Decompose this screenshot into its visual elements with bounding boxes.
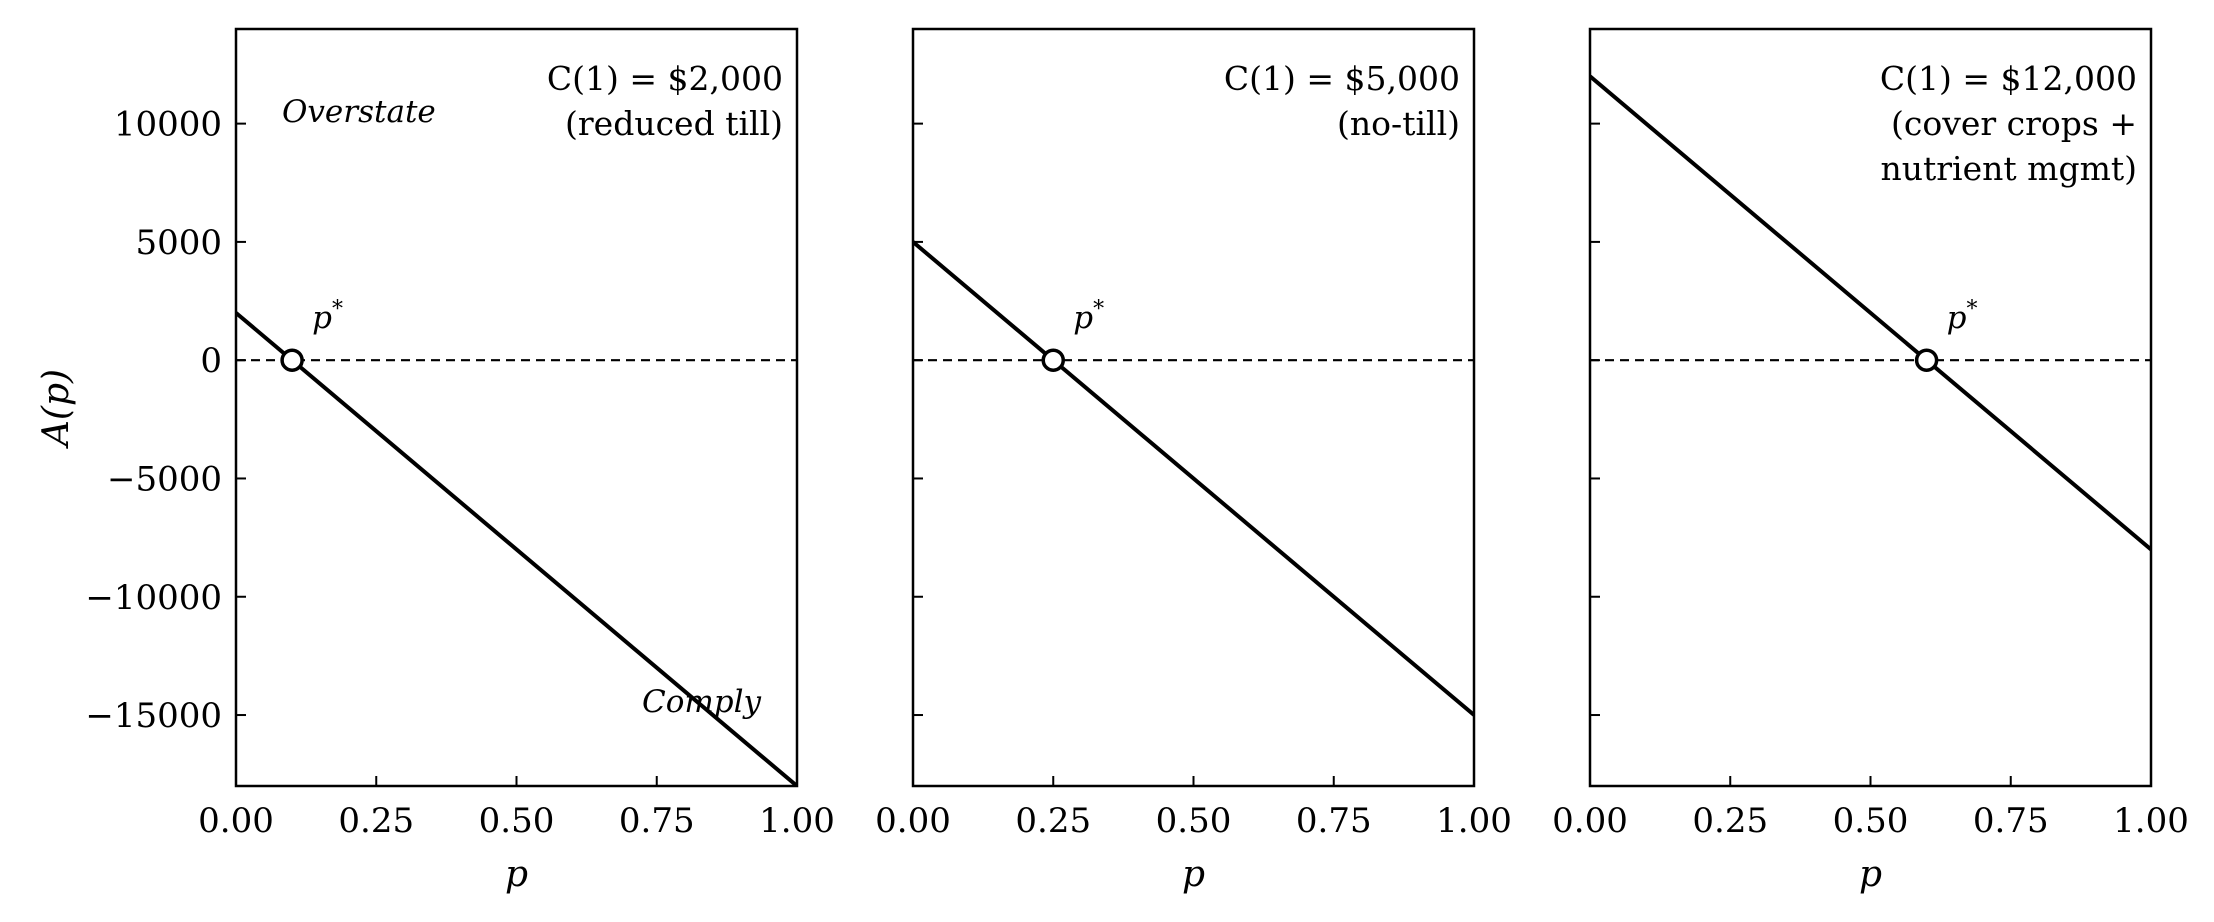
x-tick-label: 0.25 bbox=[1692, 801, 1768, 841]
y-tick-label: 10000 bbox=[114, 105, 222, 145]
series-line bbox=[913, 240, 1474, 717]
series-line bbox=[1590, 74, 2151, 551]
x-tick-label: 0.25 bbox=[338, 801, 414, 841]
threshold-point-label: p* bbox=[1947, 297, 1978, 336]
x-tick-label: 0.50 bbox=[1156, 801, 1232, 841]
x-tick-label: 0.00 bbox=[875, 801, 951, 841]
x-tick-label: 0.00 bbox=[1552, 801, 1628, 841]
cost-annotation-line: (no-till) bbox=[1337, 104, 1460, 143]
x-axis-title: p bbox=[1859, 854, 1882, 895]
threshold-point-marker bbox=[1041, 348, 1065, 372]
cost-annotation-line: C(1) = $12,000 bbox=[1880, 59, 2137, 98]
panel-2: p* 0.00 0.25 0.50 0.75 1.00 p C(1) = $5,000 (no-… bbox=[875, 27, 1512, 895]
x-tick-label: 0.75 bbox=[1973, 801, 2049, 841]
x-tick-label: 0.25 bbox=[1015, 801, 1091, 841]
panel-3: p* 0.00 0.25 0.50 0.75 1.00 p C(1) = $12,000 (co… bbox=[1552, 27, 2189, 895]
x-axis-title: p bbox=[505, 854, 528, 895]
x-tick-label: 0.50 bbox=[479, 801, 555, 841]
region-label-overstate: Overstate bbox=[282, 94, 436, 130]
region-label-comply: Comply bbox=[642, 684, 762, 720]
x-tick-label: 0.50 bbox=[1833, 801, 1909, 841]
y-tick-label: 5000 bbox=[135, 223, 222, 263]
threshold-point-label: p* bbox=[312, 297, 343, 336]
cost-annotation-line: (cover crops + bbox=[1891, 104, 2137, 143]
y-tick-label: −15000 bbox=[85, 696, 222, 736]
cost-annotation-line: C(1) = $5,000 bbox=[1224, 59, 1460, 98]
y-tick-label: 0 bbox=[200, 341, 222, 381]
cost-annotation-line: C(1) = $2,000 bbox=[547, 59, 783, 98]
x-tick-label: 1.00 bbox=[2113, 801, 2189, 841]
y-tick-label: −10000 bbox=[85, 578, 222, 618]
threshold-point-marker bbox=[280, 348, 304, 372]
x-axis-title: p bbox=[1182, 854, 1205, 895]
x-tick-label: 1.00 bbox=[1436, 801, 1512, 841]
y-tick-label: −5000 bbox=[107, 459, 222, 499]
panel-1: p* 0.00 0.25 0.50 0.75 1.00 10000 5000 0 −5000 −10… bbox=[36, 27, 835, 895]
cost-annotation-line: nutrient mgmt) bbox=[1881, 149, 2137, 188]
x-tick-label: 0.00 bbox=[198, 801, 274, 841]
cost-annotation-line: (reduced till) bbox=[565, 104, 783, 143]
threshold-point-label: p* bbox=[1073, 297, 1104, 336]
x-tick-label: 0.75 bbox=[1296, 801, 1372, 841]
x-tick-label: 0.75 bbox=[619, 801, 695, 841]
y-axis-title: A(p) bbox=[36, 369, 77, 449]
threshold-point-marker bbox=[1914, 348, 1939, 372]
series-line bbox=[236, 311, 797, 786]
x-tick-label: 1.00 bbox=[759, 801, 835, 841]
